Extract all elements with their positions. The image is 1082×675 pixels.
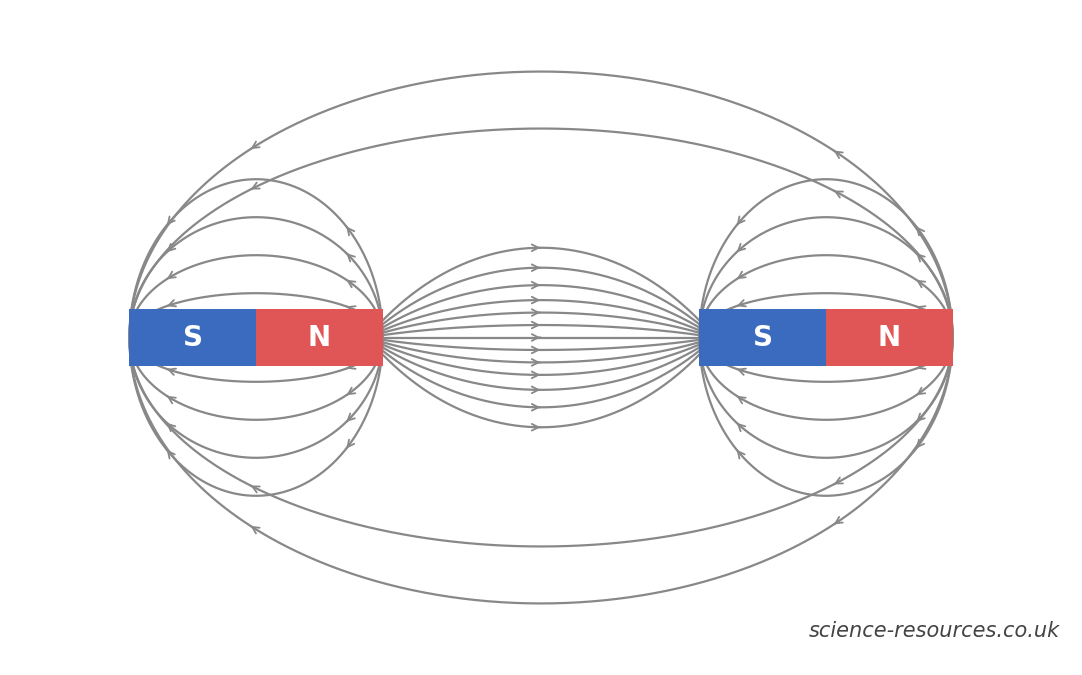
Bar [826,309,952,366]
Text: S: S [753,323,773,352]
Bar [256,309,383,366]
Bar [130,309,256,366]
Text: N: N [307,323,331,352]
Bar [699,309,826,366]
Text: N: N [878,323,901,352]
Text: science-resources.co.uk: science-resources.co.uk [809,622,1060,641]
Text: S: S [183,323,202,352]
